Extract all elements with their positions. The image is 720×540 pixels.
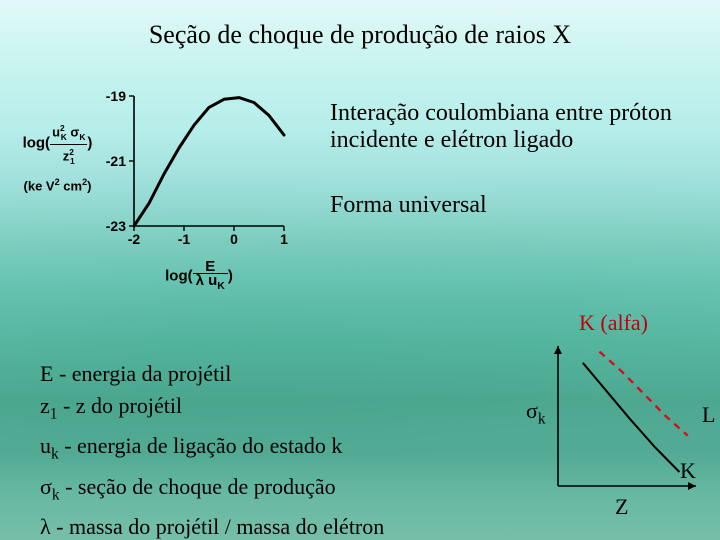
def-uk: uk - energia de ligação do estado k [40,430,470,470]
svg-text:1: 1 [280,231,288,247]
chart2-ylabel: σk [526,398,546,428]
def-E: E - energia da projétil [40,358,470,390]
chart2-xlabel: Z [615,494,628,520]
svg-text:-21: -21 [106,153,126,169]
chart1-ylabel: log( u2K σK z21 ) (ke V2 cm2) [20,120,95,200]
chart2-series-label-K: K [680,458,696,484]
svg-text:-1: -1 [178,231,191,247]
svg-text:-19: -19 [106,90,126,104]
svg-text:0: 0 [230,231,238,247]
chart2-series-label-L: L [702,402,715,428]
annotation-universal: Forma universal [330,192,700,219]
def-z1: z1 - z do projétil [40,390,470,430]
annotation-coulomb: Interação coulombiana entre próton incid… [330,100,700,154]
def-sigma-k: σk - seção de choque de produção [40,471,470,511]
universal-curve-chart: -2-101-19-21-23 log( u2K σK z21 ) (ke V2… [90,90,320,280]
definitions-block: E - energia da projétil z1 - z do projét… [40,358,470,540]
svg-text:-2: -2 [128,231,141,247]
slide-title: Seção de choque de produção de raios X [0,20,720,50]
chart1-xlabel: log( E λ uK ) [124,260,274,293]
svg-text:-23: -23 [106,218,126,234]
k-alfa-label: K (alfa) [579,310,648,336]
sigma-vs-z-chart: σk Z K L [530,340,710,510]
def-lambda: λ - massa do projétil / massa do elétron [40,511,470,540]
right-annotations: Interação coulombiana entre próton incid… [330,100,700,219]
